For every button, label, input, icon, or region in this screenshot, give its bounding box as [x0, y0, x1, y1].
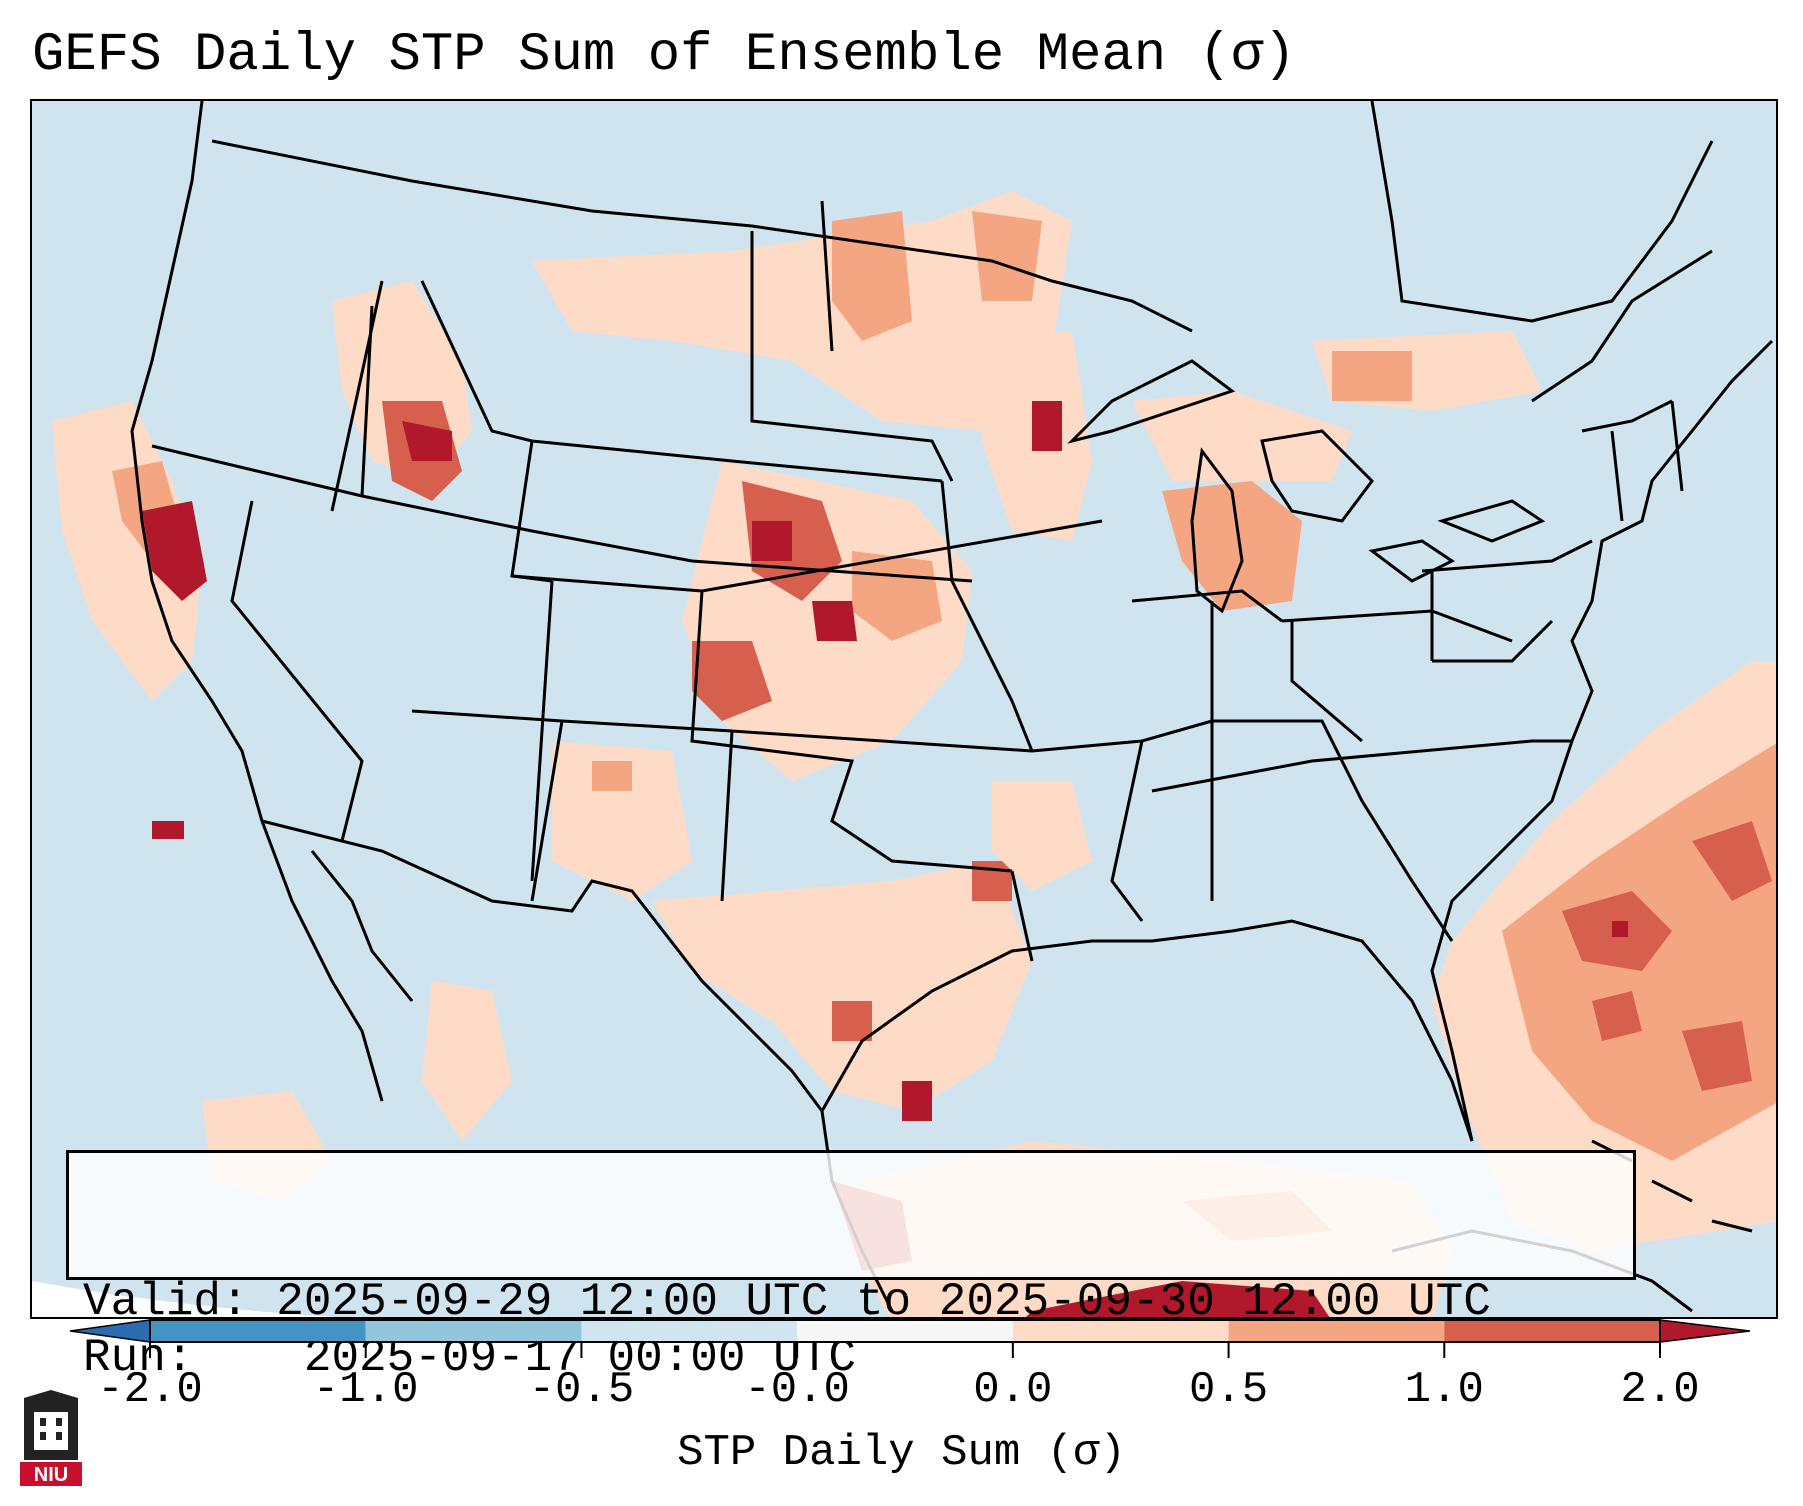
colorbar-tick-label: 0.5: [1188, 1365, 1269, 1415]
baja-coast: [260, 820, 384, 1102]
us-mexico-border: [261, 819, 824, 1112]
colorbar-bin-extend-high: [1659, 1319, 1750, 1343]
colorbar-bin: [797, 1320, 1013, 1342]
colorbar-tick-label: -2.0: [97, 1365, 203, 1415]
colorbar-label: STP Daily Sum (σ): [677, 1428, 1126, 1478]
colorbar-bin: [1228, 1320, 1445, 1342]
colorbar-bin: [150, 1320, 366, 1342]
niu-logo-icon: NIU: [20, 1390, 82, 1495]
colorbar-tick-label: -1.0: [312, 1365, 419, 1415]
gulf-of-california: [310, 850, 414, 1002]
logo-text: NIU: [34, 1464, 68, 1486]
colorbar-tick-label: -0.5: [528, 1365, 635, 1415]
colorbar-bin: [581, 1320, 798, 1342]
colorbar-tick-label: -0.0: [744, 1365, 850, 1415]
colorbar-bin-extend-low: [70, 1319, 151, 1343]
colorbar-tick-label: 2.0: [1620, 1365, 1700, 1415]
us-canada-border: [211, 139, 1193, 333]
colorbar-bin: [1444, 1320, 1660, 1342]
stp-map: [30, 99, 1778, 1319]
colorbar-outline: [149, 1319, 1661, 1343]
atlantic-coastline: [1430, 339, 1774, 1142]
colorbar-bin: [1012, 1320, 1229, 1342]
colorbar-tick-label: 0.0: [973, 1365, 1053, 1415]
off-domain-area: [32, 1281, 333, 1317]
validity-info-box: Valid: 2025-09-29 12:00 UTC to 2025-09-3…: [66, 1150, 1636, 1384]
colorbar: [70, 1319, 1750, 1358]
colorbar-tick-label: 1.0: [1404, 1365, 1484, 1415]
colorbar-bin: [365, 1320, 582, 1342]
map-title: GEFS Daily STP Sum of Ensemble Mean (σ): [32, 25, 1296, 86]
gulf-coastline: [820, 919, 1474, 1142]
west-coastline: [130, 101, 264, 822]
map-canvas: [32, 101, 1776, 1317]
